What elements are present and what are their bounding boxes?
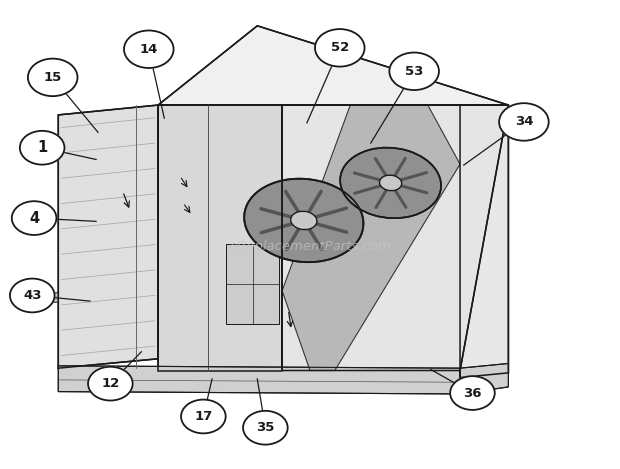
Polygon shape: [158, 105, 282, 371]
Circle shape: [389, 53, 439, 90]
Polygon shape: [58, 366, 460, 394]
Text: 52: 52: [330, 41, 349, 54]
Text: 12: 12: [101, 377, 120, 390]
Circle shape: [20, 131, 64, 165]
Circle shape: [28, 59, 78, 96]
Text: 35: 35: [256, 421, 275, 434]
Circle shape: [243, 411, 288, 445]
Text: 36: 36: [463, 386, 482, 400]
Polygon shape: [460, 105, 508, 378]
Text: 34: 34: [515, 115, 533, 129]
Polygon shape: [282, 105, 508, 371]
Ellipse shape: [244, 179, 363, 262]
Circle shape: [450, 376, 495, 410]
Text: eReplacementParts.com: eReplacementParts.com: [229, 240, 391, 253]
Text: 4: 4: [29, 211, 39, 226]
Text: 1: 1: [37, 140, 47, 155]
Ellipse shape: [291, 211, 317, 230]
Text: 17: 17: [194, 410, 213, 423]
Circle shape: [88, 367, 133, 401]
Polygon shape: [37, 293, 58, 303]
Polygon shape: [460, 363, 508, 394]
Circle shape: [10, 279, 55, 312]
Circle shape: [124, 30, 174, 68]
Polygon shape: [58, 105, 158, 368]
Ellipse shape: [340, 148, 441, 218]
Text: 15: 15: [43, 71, 62, 84]
Circle shape: [315, 29, 365, 67]
Polygon shape: [282, 105, 460, 371]
Circle shape: [181, 400, 226, 433]
Circle shape: [12, 201, 56, 235]
Text: 14: 14: [140, 43, 158, 56]
Ellipse shape: [379, 175, 402, 191]
Text: 43: 43: [23, 289, 42, 302]
Circle shape: [499, 103, 549, 141]
Text: 53: 53: [405, 65, 423, 78]
Bar: [226, 244, 279, 324]
Polygon shape: [158, 26, 508, 105]
